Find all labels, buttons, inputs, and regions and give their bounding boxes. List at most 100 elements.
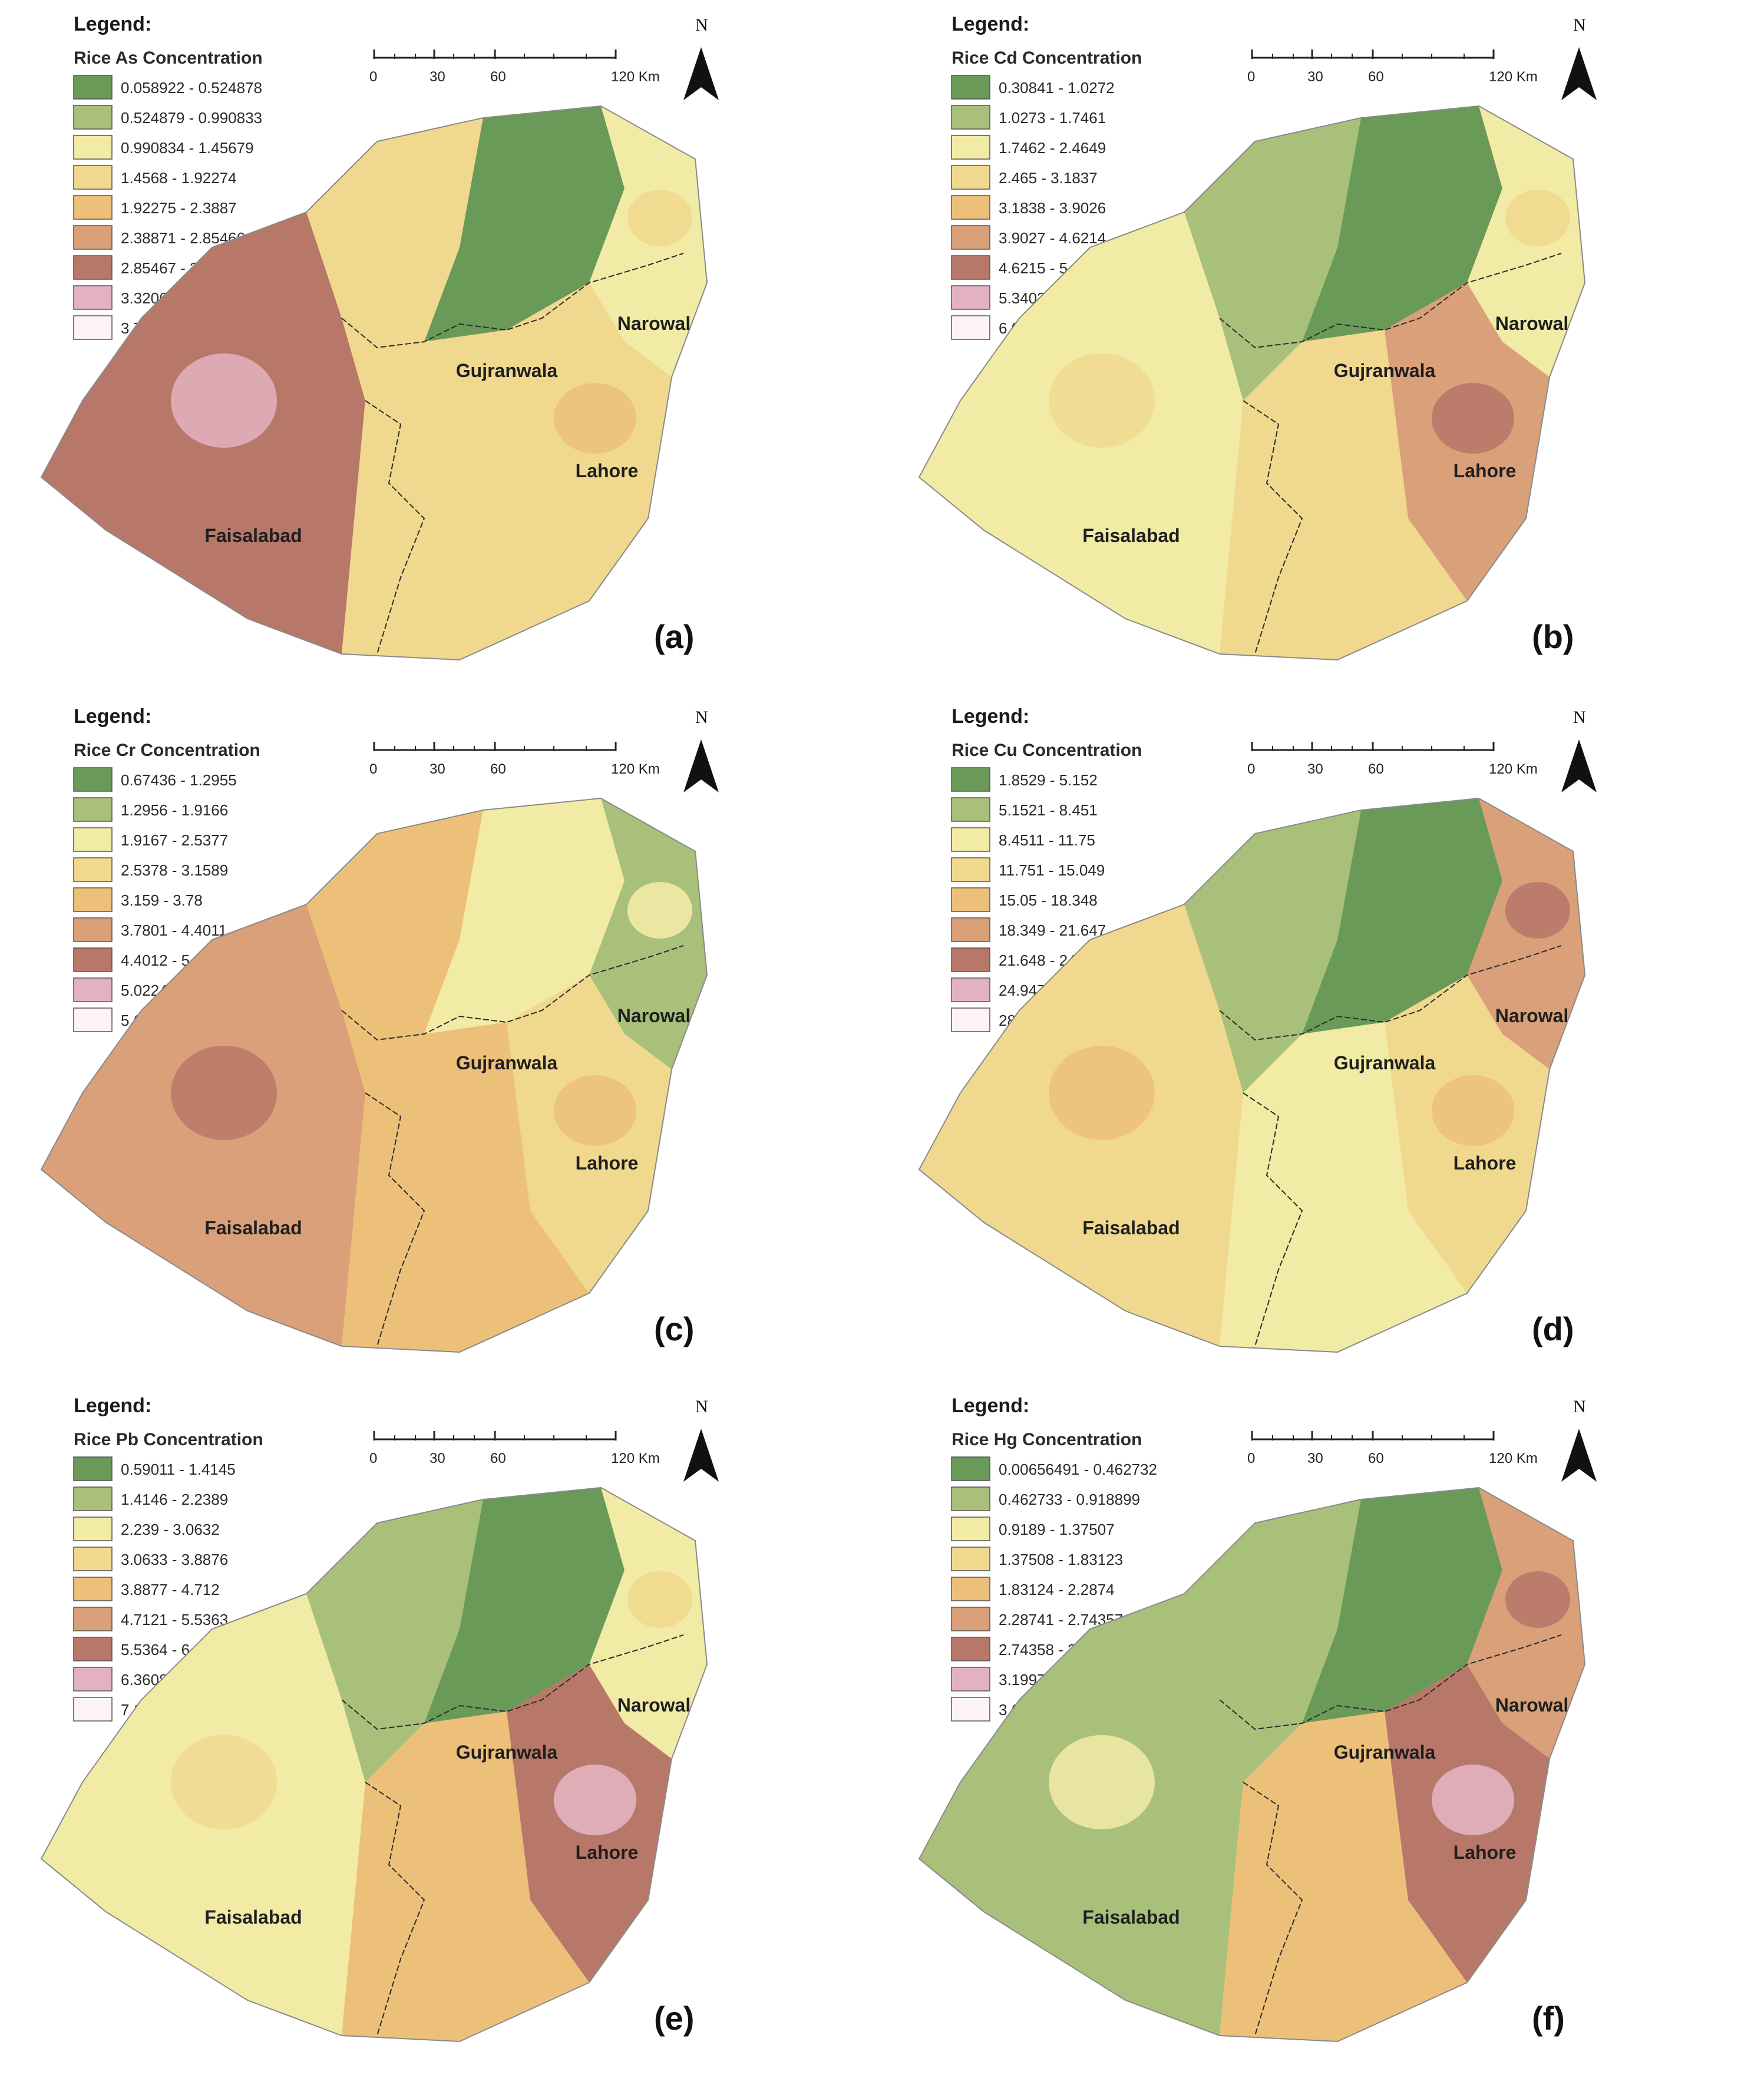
legend-swatch: [951, 767, 990, 792]
legend-heading: Legend:: [74, 13, 151, 35]
scale-tick-label: 0: [369, 1451, 377, 1466]
legend-swatch: [73, 135, 113, 160]
scale-tick-label: 0: [1247, 69, 1255, 85]
legend-heading: Legend:: [952, 13, 1029, 35]
city-label: Gujranwala: [1334, 1052, 1436, 1073]
legend-swatch: [951, 977, 990, 1002]
legend-item-label: 15.05 - 18.348: [999, 891, 1098, 909]
concentration-zone-nc: [424, 798, 625, 1034]
legend-swatch: [73, 105, 113, 130]
city-label: Gujranwala: [1334, 360, 1436, 381]
legend-swatch: [73, 1607, 113, 1631]
city-label: Faisalabad: [204, 1907, 302, 1928]
concentration-zone-nw: [306, 1499, 483, 1782]
legend-swatch: [951, 1577, 990, 1601]
region-outline: [918, 105, 1586, 661]
district-boundary: [365, 1782, 425, 2036]
scale-bar: 0 30 60 120 Km: [1247, 742, 1538, 777]
map-panel-e: Legend: Rice Pb Concentration 0.59011 - 1.…: [40, 1395, 719, 2043]
concentration-zone-s: [1220, 1022, 1467, 1352]
legend-swatch: [951, 1486, 990, 1511]
hotspot: [554, 1075, 636, 1146]
legend-swatch: [73, 315, 113, 340]
legend-swatch: [951, 857, 990, 882]
legend-swatch: [73, 1486, 113, 1511]
concentration-zone-nc: [1302, 1488, 1502, 1723]
scale-tick-label: 60: [1368, 1451, 1384, 1466]
legend-title: Rice Cu Concentration: [952, 741, 1142, 760]
city-label: Narowal: [1495, 313, 1568, 334]
legend-heading: Legend:: [952, 1395, 1029, 1417]
map-panel-a: Legend: Rice As Concentration 0.058922 - 0…: [40, 13, 719, 661]
city-label: Narowal: [1495, 1694, 1568, 1716]
hotspot: [1432, 1075, 1514, 1146]
district-boundary: [1219, 1634, 1562, 1730]
hotspot: [171, 1046, 277, 1140]
map-panel-b: Legend: Rice Cd Concentration 0.30841 - 1.…: [918, 13, 1597, 661]
legend-item-label: 0.9189 - 1.37507: [999, 1521, 1115, 1538]
district-boundary: [341, 253, 684, 349]
hotspot: [171, 353, 277, 448]
scale-tick-label: 120 Km: [611, 69, 660, 85]
scale-tick-label: 30: [1307, 1451, 1323, 1466]
hotspot: [1432, 383, 1514, 454]
legend-swatch: [73, 165, 113, 190]
legend-heading: Legend:: [74, 705, 151, 728]
hotspot: [171, 1735, 277, 1829]
region-outline: [40, 105, 708, 661]
hotspot: [627, 190, 692, 246]
legend-swatch: [73, 1577, 113, 1601]
city-label: Faisalabad: [1082, 1907, 1180, 1928]
scale-tick-label: 30: [430, 69, 445, 85]
legend-item-label: 3.159 - 3.78: [121, 891, 203, 909]
legend-swatch: [73, 1667, 113, 1691]
north-arrow-icon: N: [683, 15, 719, 100]
panel-label: (d): [1532, 1310, 1574, 1347]
legend-swatch: [951, 1607, 990, 1631]
legend-swatch: [951, 75, 990, 100]
legend-item-label: 2.5378 - 3.1589: [121, 861, 228, 879]
legend-item-label: 3.9027 - 4.6214: [999, 229, 1106, 247]
map-panel-c: Legend: Rice Cr Concentration 0.67436 - 1.…: [40, 705, 719, 1353]
scale-tick-label: 120 Km: [1489, 761, 1538, 777]
north-label: N: [695, 708, 708, 727]
panel-label: (e): [654, 2000, 694, 2037]
legend-item-label: 8.4511 - 11.75: [999, 831, 1095, 849]
legend-item-label: 1.0273 - 1.7461: [999, 109, 1106, 127]
region-outline: [40, 1486, 708, 2043]
north-arrow-icon: N: [683, 1397, 719, 1482]
concentration-zone-s: [342, 1022, 589, 1352]
map-body: Gujranwala Narowal Lahore Faisalabad: [918, 797, 1586, 1353]
north-label: N: [1573, 15, 1586, 35]
legend-item-label: 11.751 - 15.049: [999, 861, 1105, 879]
north-arrow-icon: N: [1561, 708, 1597, 792]
legend-item-label: 2.239 - 3.0632: [121, 1521, 220, 1538]
legend-swatch: [951, 285, 990, 310]
region-outline: [40, 797, 708, 1353]
scale-tick-label: 0: [1247, 1451, 1255, 1466]
scale-bar: 0 30 60 120 Km: [369, 742, 660, 777]
legend-swatch: [951, 225, 990, 250]
panel-label: (c): [654, 1310, 694, 1347]
city-label: Lahore: [576, 460, 639, 481]
legend-item-label: 0.524879 - 0.990833: [121, 109, 262, 127]
legend-heading: Legend:: [952, 705, 1029, 728]
district-boundary: [1243, 1782, 1303, 2036]
concentration-zone-nc: [424, 106, 625, 342]
legend-item-label: 1.4146 - 2.2389: [121, 1491, 228, 1508]
legend-heading: Legend:: [74, 1395, 151, 1417]
city-label: Gujranwala: [1334, 1742, 1436, 1763]
legend-swatch: [951, 315, 990, 340]
legend-swatch: [951, 797, 990, 822]
legend-item-label: 1.9167 - 2.5377: [121, 831, 228, 849]
legend-swatch: [73, 225, 113, 250]
scale-bar: 0 30 60 120 Km: [369, 49, 660, 85]
map-body: Gujranwala Narowal Lahore Faisalabad: [40, 105, 708, 661]
concentration-zone-s: [1220, 330, 1467, 660]
north-label: N: [1573, 1397, 1586, 1416]
legend-swatch: [73, 797, 113, 822]
region-outline: [918, 797, 1586, 1353]
legend-title: Rice Pb Concentration: [74, 1430, 263, 1449]
city-label: Faisalabad: [1082, 1217, 1180, 1238]
legend-item-label: 0.058922 - 0.524878: [121, 79, 262, 97]
